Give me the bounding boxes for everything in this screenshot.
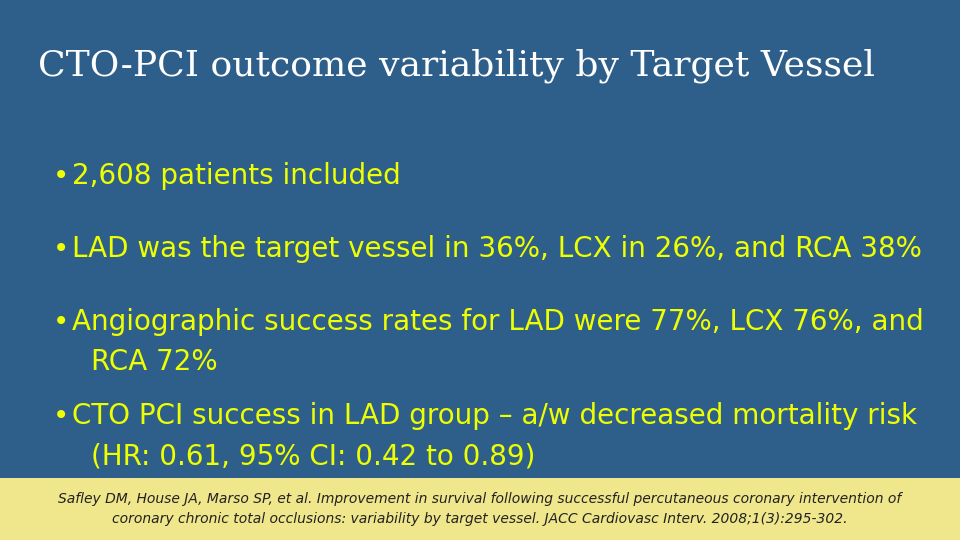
Text: 2,608 patients included: 2,608 patients included (72, 162, 400, 190)
Text: CTO-PCI outcome variability by Target Vessel: CTO-PCI outcome variability by Target Ve… (38, 49, 876, 83)
Text: •: • (53, 162, 69, 190)
Text: Angiographic success rates for LAD were 77%, LCX 76%, and: Angiographic success rates for LAD were … (72, 308, 924, 336)
Text: (HR: 0.61, 95% CI: 0.42 to 0.89): (HR: 0.61, 95% CI: 0.42 to 0.89) (91, 443, 536, 471)
Text: Safley DM, House JA, Marso SP, et al. Improvement in survival following successf: Safley DM, House JA, Marso SP, et al. Im… (59, 491, 901, 526)
Text: •: • (53, 235, 69, 263)
Text: •: • (53, 402, 69, 430)
Text: RCA 72%: RCA 72% (91, 348, 218, 376)
Text: CTO PCI success in LAD group – a/w decreased mortality risk: CTO PCI success in LAD group – a/w decre… (72, 402, 917, 430)
Text: LAD was the target vessel in 36%, LCX in 26%, and RCA 38%: LAD was the target vessel in 36%, LCX in… (72, 235, 922, 263)
Text: •: • (53, 308, 69, 336)
Bar (0, 478, 960, 540)
